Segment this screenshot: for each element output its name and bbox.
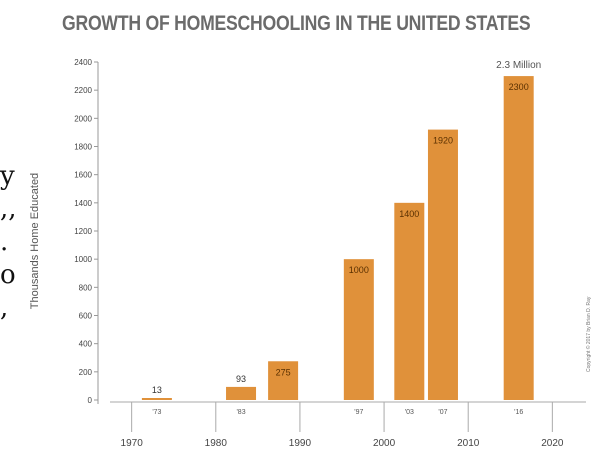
bar-value-label: 1000 (349, 265, 369, 275)
x-tick-label: 1990 (289, 438, 312, 449)
bar (226, 386, 257, 400)
bar-year-label: '83 (236, 409, 245, 416)
y-tick-label: 1800 (74, 143, 92, 152)
bar-value-label: 1400 (399, 209, 419, 219)
side-text-line: o (0, 260, 16, 290)
y-tick-label: 400 (79, 340, 93, 349)
y-tick-label: 200 (79, 368, 93, 377)
bar-year-label: '07 (438, 409, 447, 416)
y-axis-label: Thousands Home Educated (29, 173, 41, 309)
side-text-line: , (0, 293, 9, 323)
y-tick-label: 1400 (74, 199, 92, 208)
bar (268, 361, 299, 400)
y-tick-label: 2200 (74, 86, 92, 95)
bar-value-label: 93 (236, 374, 246, 384)
x-tick-label: 2020 (541, 438, 564, 449)
bar-value-label: 275 (276, 367, 291, 377)
copyright-note: Copyright © 2017 by Brian D. Ray (586, 296, 592, 372)
bar-value-label: 1920 (433, 136, 453, 146)
bar (141, 398, 172, 400)
y-tick-label: 2000 (74, 114, 92, 123)
bar-value-label: 13 (152, 385, 162, 395)
cropped-side-text: y ,, . o , (0, 160, 17, 325)
y-tick-label: 800 (79, 283, 93, 292)
bar-year-label: '73 (152, 409, 161, 416)
total-annotation: 2.3 Million (496, 60, 541, 71)
y-tick-label: 1200 (74, 227, 92, 236)
side-text-line: . (0, 227, 9, 257)
chart-title: GROWTH OF HOMESCHOOLING IN THE UNITED ST… (62, 12, 531, 35)
y-tick-label: 1600 (74, 171, 92, 180)
x-tick-label: 2000 (373, 438, 396, 449)
bar-year-label: '97 (354, 409, 363, 416)
bar-year-label: '03 (405, 409, 414, 416)
bar-value-label: 2300 (509, 82, 529, 92)
x-tick-label: 2010 (457, 438, 480, 449)
y-tick-label: 1000 (74, 255, 92, 264)
side-text-line: ,, (0, 194, 17, 224)
bar (503, 76, 534, 400)
bar (343, 259, 374, 400)
x-tick-label: 1980 (205, 438, 228, 449)
y-tick-label: 2400 (74, 58, 92, 67)
side-text-line: y (0, 161, 15, 191)
y-tick-label: 600 (79, 312, 93, 321)
y-tick-label: 0 (88, 396, 93, 405)
x-tick-label: 1970 (121, 438, 144, 449)
bar-year-label: '16 (514, 409, 523, 416)
bar (394, 202, 425, 400)
bar (427, 129, 458, 400)
